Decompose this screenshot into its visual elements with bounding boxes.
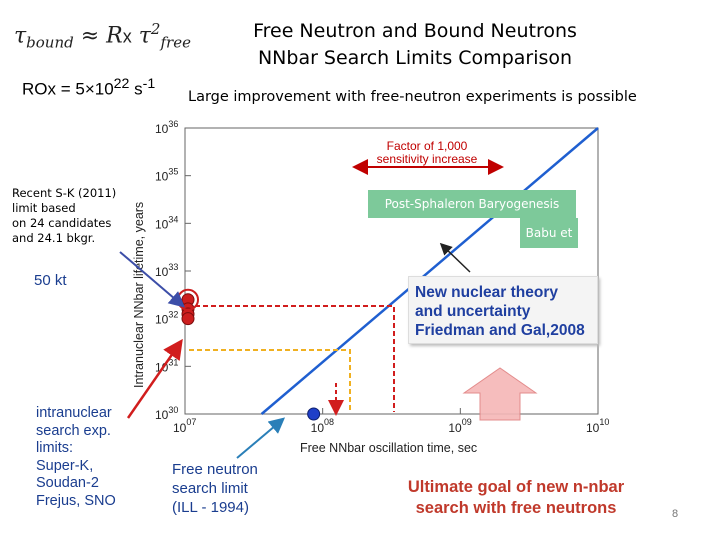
intranuclear-note: intranuclear search exp. limits: Super-K… [36, 405, 116, 510]
bound-limit-marker [181, 312, 195, 326]
ultimate-line-1: Ultimate goal of new n-nbar [407, 478, 625, 496]
title-line-1: Free Neutron and Bound Neutrons [253, 20, 577, 42]
sk-arrow [119, 251, 186, 308]
sk-line-3: on 24 candidates [12, 216, 112, 230]
y-axis-label: Intranuclear NNbar lifetime, years [132, 202, 146, 388]
title-line-2: NNbar Search Limits Comparison [257, 47, 573, 69]
factor-label: Factor of 1,000 sensitivity increase [352, 140, 502, 166]
factor-line-1: Factor of 1,000 [386, 139, 468, 153]
dashed-orange-line [189, 349, 351, 412]
sk-line-4: and 24.1 bkgr. [12, 231, 96, 245]
nuclear-theory-box: New nuclear theory and uncertainty Fried… [408, 276, 598, 344]
ultimate-line-2: search with free neutrons [415, 499, 617, 517]
intra-line-2: search exp. [36, 422, 111, 439]
free-limit-arrow [236, 417, 286, 459]
free-line-3: (ILL - 1994) [172, 499, 249, 516]
free-line-2: search limit [172, 480, 248, 497]
rox-unit: s [129, 79, 143, 99]
formula-rhs-sub: free [160, 33, 191, 52]
dashed-red-line [187, 305, 395, 412]
intra-line-5: Soudan-2 [36, 475, 99, 491]
slide-subtitle: Large improvement with free-neutron expe… [188, 89, 637, 105]
rox-value: ROx = 5×1022 s-1 [22, 76, 155, 100]
formula-lhs: τ [14, 23, 27, 49]
y-tick-label: 1036 [155, 119, 178, 136]
post-sphaleron-box: Post-Sphaleron Baryogenesis [368, 190, 576, 218]
y-tick-label: 1032 [155, 310, 178, 327]
factor-line-2: sensitivity increase [376, 152, 478, 166]
rox-unit-exp: -1 [142, 76, 156, 92]
sk-line-1: Recent S-K (2011) [12, 186, 117, 200]
y-tick-label: 1033 [155, 262, 178, 279]
formula-mid: ≈ [80, 23, 100, 49]
intranuclear-arrow [126, 338, 183, 419]
sk-line-2: limit based [12, 201, 76, 215]
formula: τbound ≈ Rx τ2free [14, 20, 191, 52]
theory-line-1: New nuclear theory [415, 284, 558, 301]
y-tick-label: 1034 [155, 214, 178, 231]
rox-text: ROx = 5×10 [22, 79, 114, 99]
x-axis-label: Free NNbar oscillation time, sec [300, 441, 477, 455]
formula-rhs: τ [138, 23, 151, 49]
sk-note: Recent S-K (2011) limit based on 24 cand… [12, 186, 142, 246]
free-line-1: Free neutron [172, 461, 258, 478]
formula-lhs-sub: bound [26, 33, 74, 52]
free-limit-note: Free neutron search limit (ILL - 1994) [172, 460, 258, 517]
plot-frame [184, 127, 599, 415]
slide-title: Free Neutron and Bound Neutrons NNbar Se… [220, 18, 610, 72]
sensitivity-line [260, 127, 599, 415]
formula-rhs-sup: 2 [150, 20, 161, 38]
intra-line-6: Frejus, SNO [36, 492, 116, 509]
axes: 1030103110321033103410351036100710081009… [132, 119, 609, 455]
x-tick-label: 1007 [173, 417, 196, 435]
formula-x: x [122, 26, 132, 47]
formula-r: R [106, 23, 123, 49]
intra-line-4: Super-K, [36, 457, 94, 474]
x-tick-label: 1010 [586, 417, 609, 435]
kt50-label: 50 kt [34, 272, 67, 289]
series-group [177, 127, 599, 421]
x-tick-label: 1009 [448, 417, 471, 435]
intra-line-1: intranuclear [36, 405, 112, 421]
theory-line-2: and uncertainty [415, 303, 531, 320]
y-tick-label: 1031 [155, 357, 178, 374]
goal-up-arrow [462, 367, 538, 421]
y-tick-label: 1030 [155, 405, 178, 422]
free-limit-marker [307, 407, 321, 421]
theory-line-3: Friedman and Gal,2008 [415, 322, 585, 339]
rox-exp: 22 [113, 76, 130, 92]
babu-box: Babu et al [520, 218, 578, 270]
ultimate-goal-note: Ultimate goal of new n-nbar search with … [374, 477, 658, 519]
page-number: 8 [672, 508, 679, 520]
theory-arrow [439, 242, 471, 273]
y-tick-label: 1035 [155, 167, 178, 184]
intra-line-3: limits: [36, 440, 74, 456]
